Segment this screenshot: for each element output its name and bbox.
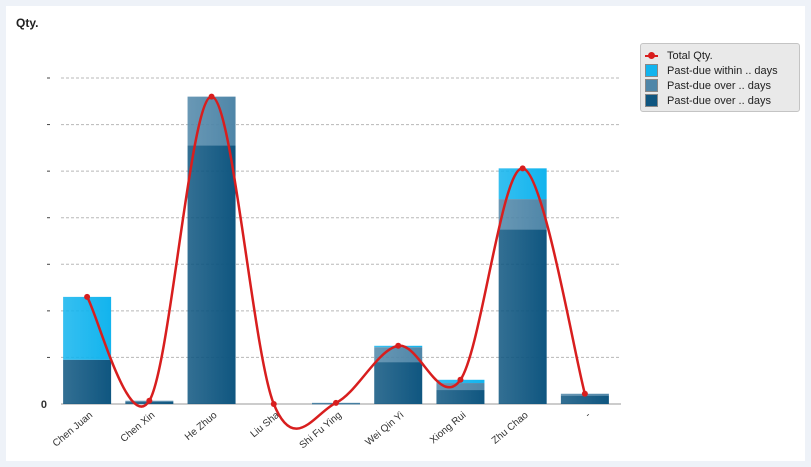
y-tick-label: 0 — [41, 399, 47, 411]
total-qty-point — [333, 399, 339, 406]
total-qty-point — [270, 401, 277, 407]
total-qty-point — [519, 165, 526, 172]
x-tick-label: - — [583, 410, 593, 421]
total-qty-point — [395, 342, 402, 349]
chart-title: Qty. — [16, 16, 39, 30]
swatch-icon — [645, 79, 658, 92]
line-marker-icon — [645, 49, 658, 62]
legend-item-past-due-over-1[interactable]: Past-due over .. days — [645, 78, 794, 93]
bar-segment — [374, 362, 423, 404]
swatch-icon — [645, 64, 658, 77]
x-tick-label: He Zhuo — [183, 410, 220, 443]
total-qty-point — [581, 390, 588, 397]
bar-segment — [498, 199, 547, 230]
bar-segment — [498, 168, 547, 200]
bar-segment — [63, 296, 112, 360]
legend-label: Past-due over .. days — [667, 94, 771, 107]
chart-plot: 0 Chen Juan Chen Xin He Zhuo Liu Sha Shi Fu Y… — [41, 77, 621, 451]
bar-segment — [560, 395, 609, 404]
legend-item-past-due-within[interactable]: Past-due within .. days — [645, 63, 794, 78]
legend-label: Past-due within .. days — [667, 64, 778, 77]
legend-label: Total Qty. — [667, 49, 713, 62]
bar-segment — [63, 359, 112, 404]
x-tick-label: Wei Qin Yi — [363, 410, 406, 448]
x-tick-label: Xiong Rui — [428, 410, 468, 446]
bar-segment — [436, 383, 485, 391]
legend-item-past-due-over-2[interactable]: Past-due over .. days — [645, 93, 794, 108]
legend-item-total-qty[interactable]: Total Qty. — [645, 48, 794, 63]
bar-segment — [498, 229, 547, 404]
total-qty-point — [146, 397, 153, 404]
total-qty-line — [86, 95, 587, 430]
legend-label: Past-due over .. days — [667, 79, 771, 92]
x-tick-label: Chen Xin — [119, 410, 158, 445]
legend[interactable]: Total Qty. Past-due within .. days Past-… — [640, 43, 800, 112]
x-tick-label: Shi Fu Ying — [298, 410, 344, 451]
swatch-icon — [645, 94, 658, 107]
chart-panel: Qty. 0 Chen Juan Chen Xin He Zhuo Liu Sha Shi… — [6, 6, 805, 461]
total-qty-point — [208, 93, 215, 100]
bar-segment — [436, 390, 485, 404]
x-tick-label: Liu Sha — [249, 410, 282, 441]
x-tick-label: Zhu Chao — [490, 410, 531, 447]
x-tick-label: Chen Juan — [51, 410, 95, 450]
bar-segment — [187, 145, 236, 404]
total-qty-point — [457, 376, 464, 383]
total-qty-point — [84, 293, 91, 300]
